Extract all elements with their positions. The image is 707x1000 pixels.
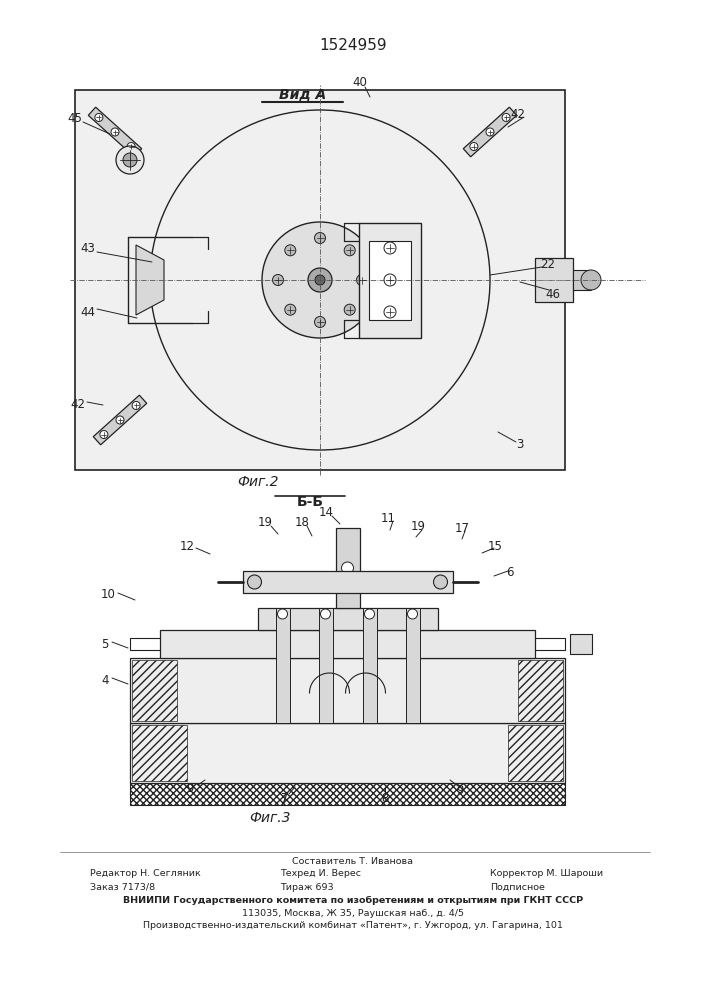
Circle shape [247,575,262,589]
Polygon shape [93,395,147,445]
Bar [535,258,573,302]
Text: 19: 19 [257,516,272,530]
Bar [130,723,565,783]
Text: ВНИИПИ Государственного комитета по изобретениям и открытиям при ГКНТ СССР: ВНИИПИ Государственного комитета по изоб… [123,895,583,905]
Bar [130,783,565,805]
Circle shape [581,270,601,290]
Text: 22: 22 [540,257,556,270]
Bar [318,608,332,723]
Circle shape [344,245,355,256]
Circle shape [100,431,108,439]
Bar [257,608,438,630]
Text: 15: 15 [488,540,503,554]
Polygon shape [136,245,164,315]
Text: Б-Б: Б-Б [296,495,324,509]
Text: Фиг.3: Фиг.3 [250,811,291,825]
Circle shape [502,113,510,121]
Circle shape [384,242,396,254]
Text: Редактор Н. Сегляник: Редактор Н. Сегляник [90,869,201,879]
Text: Тираж 693: Тираж 693 [280,882,334,892]
Circle shape [315,232,325,243]
Bar [573,270,591,290]
Bar [336,528,359,608]
Text: 10: 10 [100,587,115,600]
Circle shape [308,268,332,292]
Circle shape [127,143,135,151]
Bar [132,660,177,721]
Text: 6: 6 [506,566,514,580]
Circle shape [407,609,418,619]
Text: 11: 11 [380,512,395,524]
Text: 113035, Москва, Ж 35, Раушская наб., д. 4/5: 113035, Москва, Ж 35, Раушская наб., д. … [242,908,464,918]
Text: 19: 19 [411,520,426,534]
Text: 46: 46 [546,288,561,300]
Text: 9: 9 [456,784,464,796]
Bar [363,608,377,723]
Circle shape [116,416,124,424]
Circle shape [341,562,354,574]
Circle shape [95,113,103,121]
Text: Фиг.2: Фиг.2 [238,475,279,489]
Circle shape [111,128,119,136]
Circle shape [262,222,378,338]
Text: 42: 42 [510,107,525,120]
Bar [132,725,187,781]
Text: 8: 8 [381,792,389,804]
Bar [130,658,565,723]
Bar [359,223,421,338]
Bar [406,608,419,723]
Text: Составитель Т. Иванова: Составитель Т. Иванова [293,857,414,866]
Bar [369,240,411,320]
Text: Корректор М. Шароши: Корректор М. Шароши [490,869,603,879]
Bar [276,608,289,723]
Text: Подписное: Подписное [490,882,545,892]
Text: 5: 5 [101,638,109,650]
Text: 43: 43 [81,241,95,254]
Bar [570,634,592,654]
Text: Вид А: Вид А [279,88,327,102]
Circle shape [344,304,355,315]
Circle shape [365,609,375,619]
Text: 18: 18 [295,516,310,530]
Circle shape [486,128,494,136]
Text: 4: 4 [101,674,109,686]
Text: 44: 44 [81,306,95,318]
Circle shape [433,575,448,589]
Bar [75,90,565,470]
Circle shape [132,401,140,409]
Text: 12: 12 [180,540,194,554]
Circle shape [384,306,396,318]
Text: 7: 7 [281,792,288,804]
Circle shape [384,274,396,286]
Bar [508,725,563,781]
Bar [243,571,452,593]
Bar [518,660,563,721]
Text: 45: 45 [68,111,83,124]
Circle shape [150,110,490,450]
Circle shape [278,609,288,619]
Polygon shape [88,107,141,157]
Circle shape [320,609,330,619]
Circle shape [285,304,296,315]
Circle shape [315,316,325,328]
Circle shape [285,245,296,256]
Polygon shape [463,107,517,157]
Text: Техред И. Верес: Техред И. Верес [280,869,361,879]
Text: 40: 40 [353,76,368,89]
Circle shape [356,274,368,286]
Text: 3: 3 [516,438,524,452]
Circle shape [272,274,284,286]
Circle shape [470,143,478,151]
Text: 9: 9 [186,782,194,794]
Circle shape [116,146,144,174]
Text: 1524959: 1524959 [319,37,387,52]
Text: Заказ 7173/8: Заказ 7173/8 [90,882,155,892]
Text: 17: 17 [455,522,469,534]
Text: 14: 14 [318,506,334,520]
Text: 42: 42 [71,397,86,410]
Circle shape [123,153,137,167]
Circle shape [315,275,325,285]
Bar [160,630,535,658]
Text: Производственно-издательский комбинат «Патент», г. Ужгород, ул. Гагарина, 101: Производственно-издательский комбинат «П… [143,922,563,930]
